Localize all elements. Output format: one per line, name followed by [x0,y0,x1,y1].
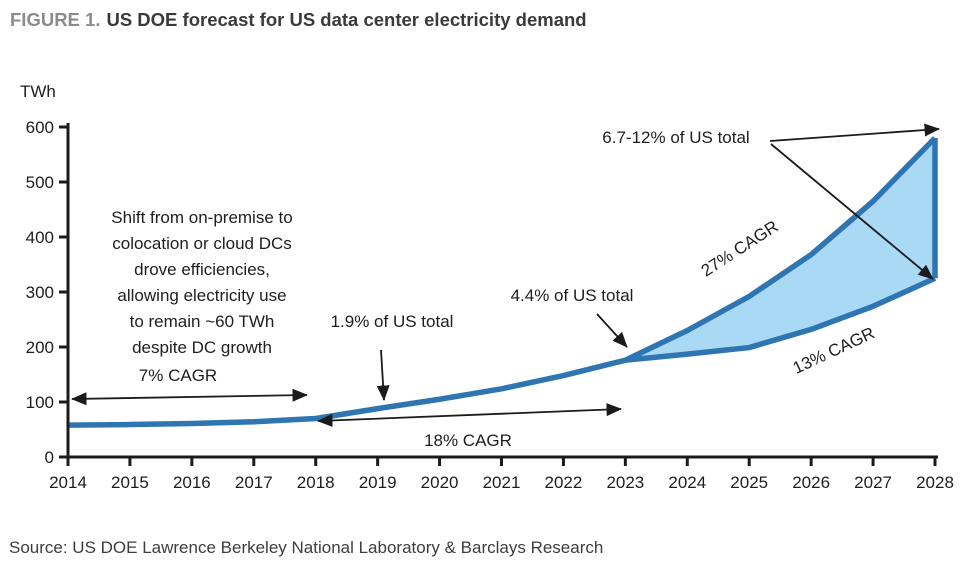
lower-forecast-line [625,275,937,363]
pct-6-7-12-upper-arrow [769,123,940,142]
x-tick-label: 2020 [421,473,459,492]
axes: 0 100 200 300 400 500 600 2014 2015 2016 2017 2018 2… [26,118,954,492]
y-tick-label: 500 [26,173,54,192]
y-tick-label: 100 [26,393,54,412]
annotation-shift-block: Shift from on-premise to colocation or c… [111,208,293,357]
x-tick-label: 2027 [854,473,892,492]
annotation-arrows [71,123,940,427]
page-title: FIGURE 1. US DOE forecast for US data cen… [10,9,587,31]
title-text: US DOE forecast for US data center elect… [106,9,587,30]
annotation-1-9-pct: 1.9% of US total [330,312,454,331]
x-tick-label: 2014 [49,473,87,492]
x-tick-label: 2025 [730,473,768,492]
cagr-7-arrow [71,388,308,406]
x-tick-label: 2015 [111,473,149,492]
x-tick-label: 2026 [792,473,830,492]
pct-6-7-12-lower-arrow [770,143,934,280]
x-tick-label: 2023 [606,473,644,492]
annotation-7-cagr: 7% CAGR [138,366,218,385]
x-tick-label: 2016 [173,473,211,492]
x-tick-label: 2018 [297,473,335,492]
y-tick-label: 400 [26,228,54,247]
pct-4-4-arrow [596,313,628,348]
annotation-4-4-pct: 4.4% of US total [510,286,634,305]
annotation-6-7-12-pct: 6.7-12% of US total [602,128,750,147]
y-tick-label: 600 [26,118,54,137]
x-tick-label: 2017 [235,473,273,492]
source-text: Source: US DOE Lawrence Berkeley Nationa… [9,538,604,557]
x-tick-label: 2024 [668,473,706,492]
forecast-band-fill [625,138,935,361]
figure-label: FIGURE 1. [10,9,101,30]
pct-1-9-arrow [376,349,390,401]
cagr-18-arrow [317,403,622,427]
x-tick-label: 2019 [359,473,397,492]
demand-lines [67,136,938,428]
y-tick-label: 0 [45,448,54,467]
x-tick-label: 2022 [545,473,583,492]
y-axis-unit-label: TWh [20,82,56,101]
annotation-18-cagr: 18% CAGR [424,431,512,450]
x-tick-label: 2021 [483,473,521,492]
y-tick-label: 200 [26,338,54,357]
forecast-band [625,138,935,361]
y-tick-label: 300 [26,283,54,302]
historical-and-upper-line [67,136,937,428]
x-tick-label: 2028 [916,473,954,492]
